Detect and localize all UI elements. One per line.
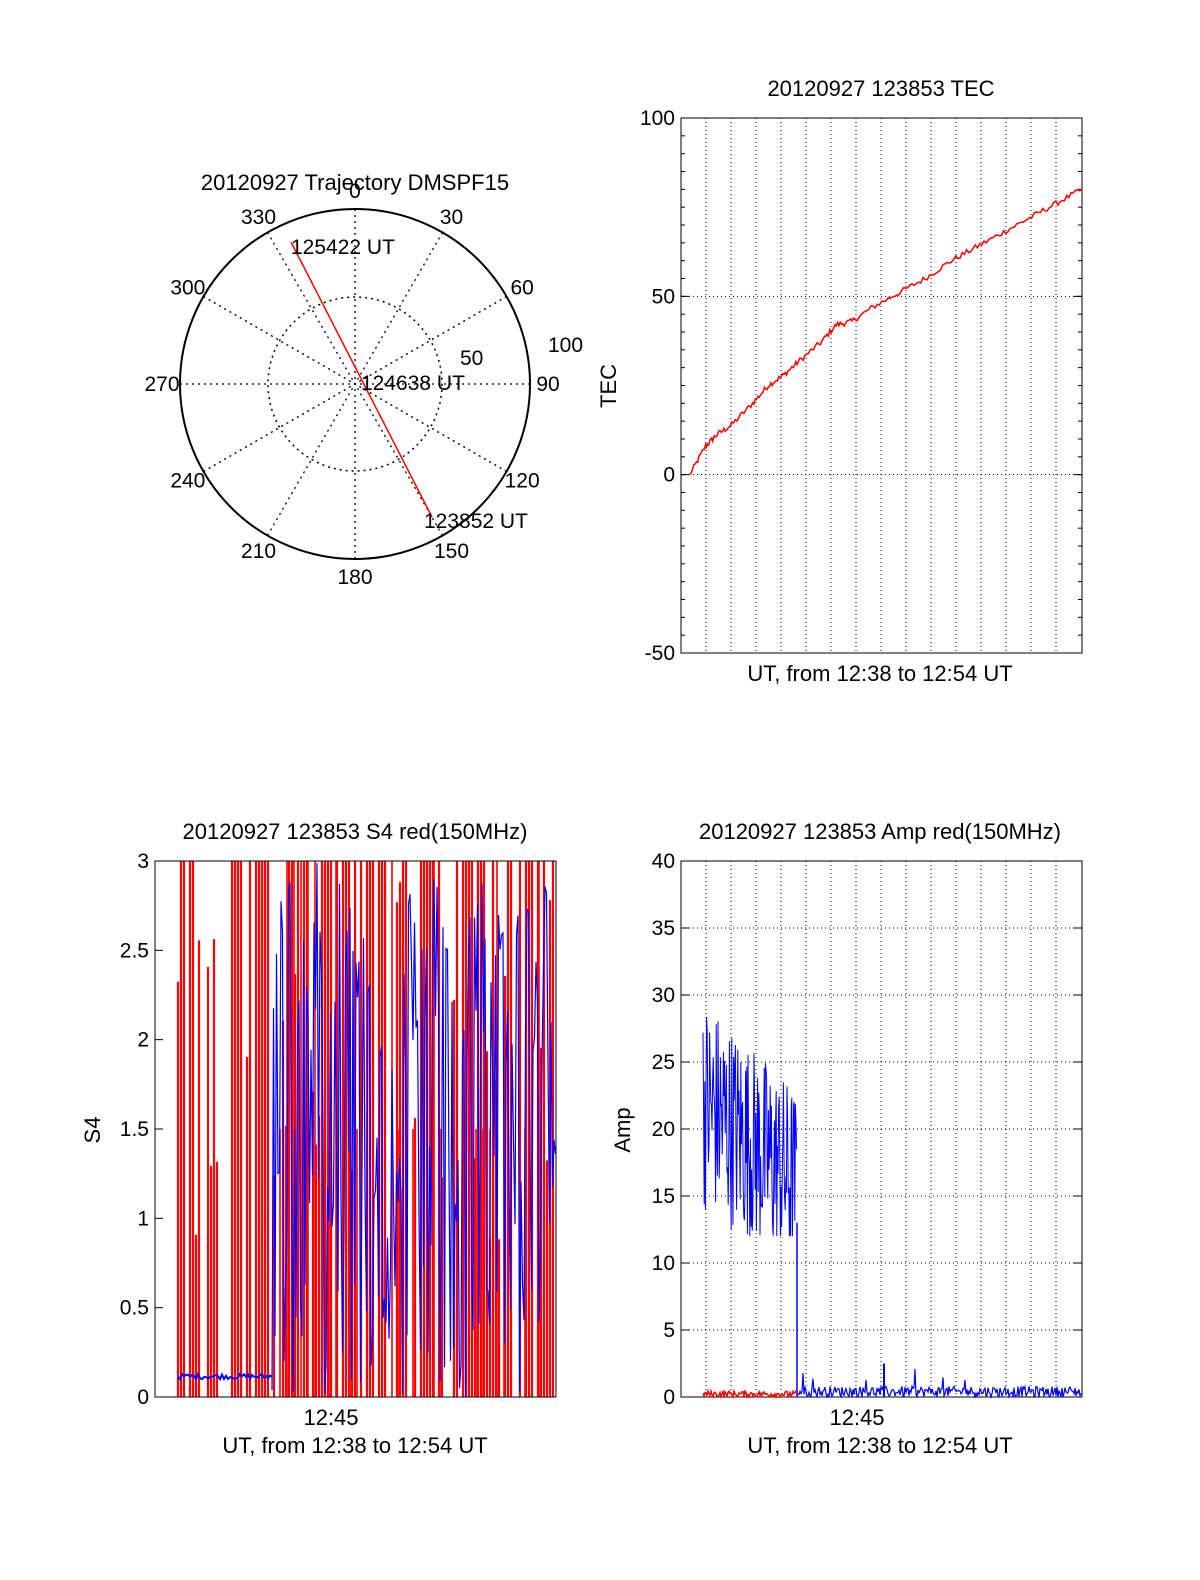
polar-chart: 20120927 Trajectory DMSPF15 0 30 60 90 120 15… xyxy=(144,170,583,589)
polar-angle-label-210: 210 xyxy=(241,540,276,563)
s4-blue-baseline xyxy=(177,1371,273,1382)
amp-blue-high-segment xyxy=(702,1016,798,1237)
polar-spoke-150 xyxy=(266,232,444,536)
s4-ylabel: S4 xyxy=(80,1117,105,1144)
tec-ytick-label: -50 xyxy=(645,642,675,665)
polar-angle-label-60: 60 xyxy=(510,277,533,300)
tec-grid xyxy=(681,118,1082,653)
s4-ytick-label: 0 xyxy=(137,1386,149,1409)
polar-angle-label-240: 240 xyxy=(170,470,205,493)
amp-ytick-label: 10 xyxy=(652,1252,675,1275)
amp-xtick-1245: 12:45 xyxy=(829,1405,884,1430)
s4-title: 20120927 123853 S4 red(150MHz) xyxy=(183,819,528,844)
polar-angle-label-180: 180 xyxy=(337,566,372,589)
tec-series-line xyxy=(689,188,1083,475)
tec-yticks: -50 0 50 100 xyxy=(640,107,1082,665)
s4-chart: 20120927 123853 S4 red(150MHz) 0 0.5 1 1.5 2… xyxy=(80,819,557,1458)
amp-yticks: 0 5 10 15 20 25 30 35 40 xyxy=(652,850,1082,1409)
s4-blue-oscillation xyxy=(271,863,557,1397)
polar-angle-label-150: 150 xyxy=(434,540,469,563)
amp-ytick-label: 40 xyxy=(652,850,675,873)
amp-ytick-label: 30 xyxy=(652,984,675,1007)
s4-ytick-label: 1 xyxy=(137,1207,149,1230)
tec-ytick-label: 100 xyxy=(640,107,675,130)
amp-ytick-label: 35 xyxy=(652,917,675,940)
amp-ytick-label: 25 xyxy=(652,1051,675,1074)
amp-ylabel: Amp xyxy=(610,1107,635,1152)
amp-title: 20120927 123853 Amp red(150MHz) xyxy=(699,819,1061,844)
polar-inner-ring xyxy=(267,296,443,472)
polar-angle-label-90: 90 xyxy=(536,373,559,396)
polar-angle-label-300: 300 xyxy=(170,277,205,300)
amp-red-series xyxy=(702,1388,798,1400)
amp-blue-series xyxy=(702,1016,1082,1400)
s4-xtick-1245: 12:45 xyxy=(303,1405,358,1430)
trajectory-label-start: 123852 UT xyxy=(424,510,528,533)
s4-red-series xyxy=(176,861,555,1397)
polar-radial-label-50: 50 xyxy=(460,347,483,370)
amp-xlabel: UT, from 12:38 to 12:54 UT xyxy=(747,1433,1012,1458)
polar-angle-label-30: 30 xyxy=(440,206,463,229)
s4-ytick-label: 2.5 xyxy=(120,939,149,962)
tec-ytick-label: 0 xyxy=(663,464,675,487)
s4-ytick-label: 0.5 xyxy=(120,1297,149,1320)
polar-angle-label-0: 0 xyxy=(349,180,361,203)
polar-angle-label-120: 120 xyxy=(505,470,540,493)
trajectory-label-end: 125422 UT xyxy=(291,236,395,259)
amp-ytick-label: 15 xyxy=(652,1185,675,1208)
tec-title: 20120927 123853 TEC xyxy=(767,76,994,101)
polar-spokes xyxy=(180,209,530,559)
amp-ytick-label: 20 xyxy=(652,1118,675,1141)
tec-ylabel: TEC xyxy=(596,364,621,408)
polar-angle-label-330: 330 xyxy=(241,206,276,229)
amp-ytick-label: 0 xyxy=(663,1386,675,1409)
s4-ytick-label: 3 xyxy=(137,850,149,873)
trajectory-line xyxy=(290,241,433,518)
polar-angle-label-270: 270 xyxy=(144,373,179,396)
s4-yticks: 0 0.5 1 1.5 2 2.5 3 xyxy=(120,850,163,1409)
s4-ytick-label: 2 xyxy=(137,1029,149,1052)
s4-ytick-label: 1.5 xyxy=(120,1118,149,1141)
s4-xlabel: UT, from 12:38 to 12:54 UT xyxy=(222,1433,487,1458)
s4-blue-series xyxy=(177,863,557,1397)
trajectory-label-mid: 124638 UT xyxy=(361,372,465,395)
amp-red-low-segment xyxy=(702,1388,798,1400)
polar-angle-labels: 0 30 60 90 120 150 180 210 240 270 300 330 xyxy=(144,180,559,589)
tec-ytick-label: 50 xyxy=(652,285,675,308)
tec-chart: 20120927 123853 TEC -50 0 50 100 UT, from 1… xyxy=(596,76,1083,686)
polar-title: 20120927 Trajectory DMSPF15 xyxy=(201,170,509,195)
polar-radial-label-100: 100 xyxy=(548,334,583,357)
amp-ytick-label: 5 xyxy=(663,1319,675,1342)
tec-xlabel: UT, from 12:38 to 12:54 UT xyxy=(747,661,1012,686)
amp-blue-low-segment xyxy=(796,1368,1082,1400)
amp-chart: 20120927 123853 Amp red(150MHz) 0 5 10 15 20… xyxy=(610,819,1083,1458)
